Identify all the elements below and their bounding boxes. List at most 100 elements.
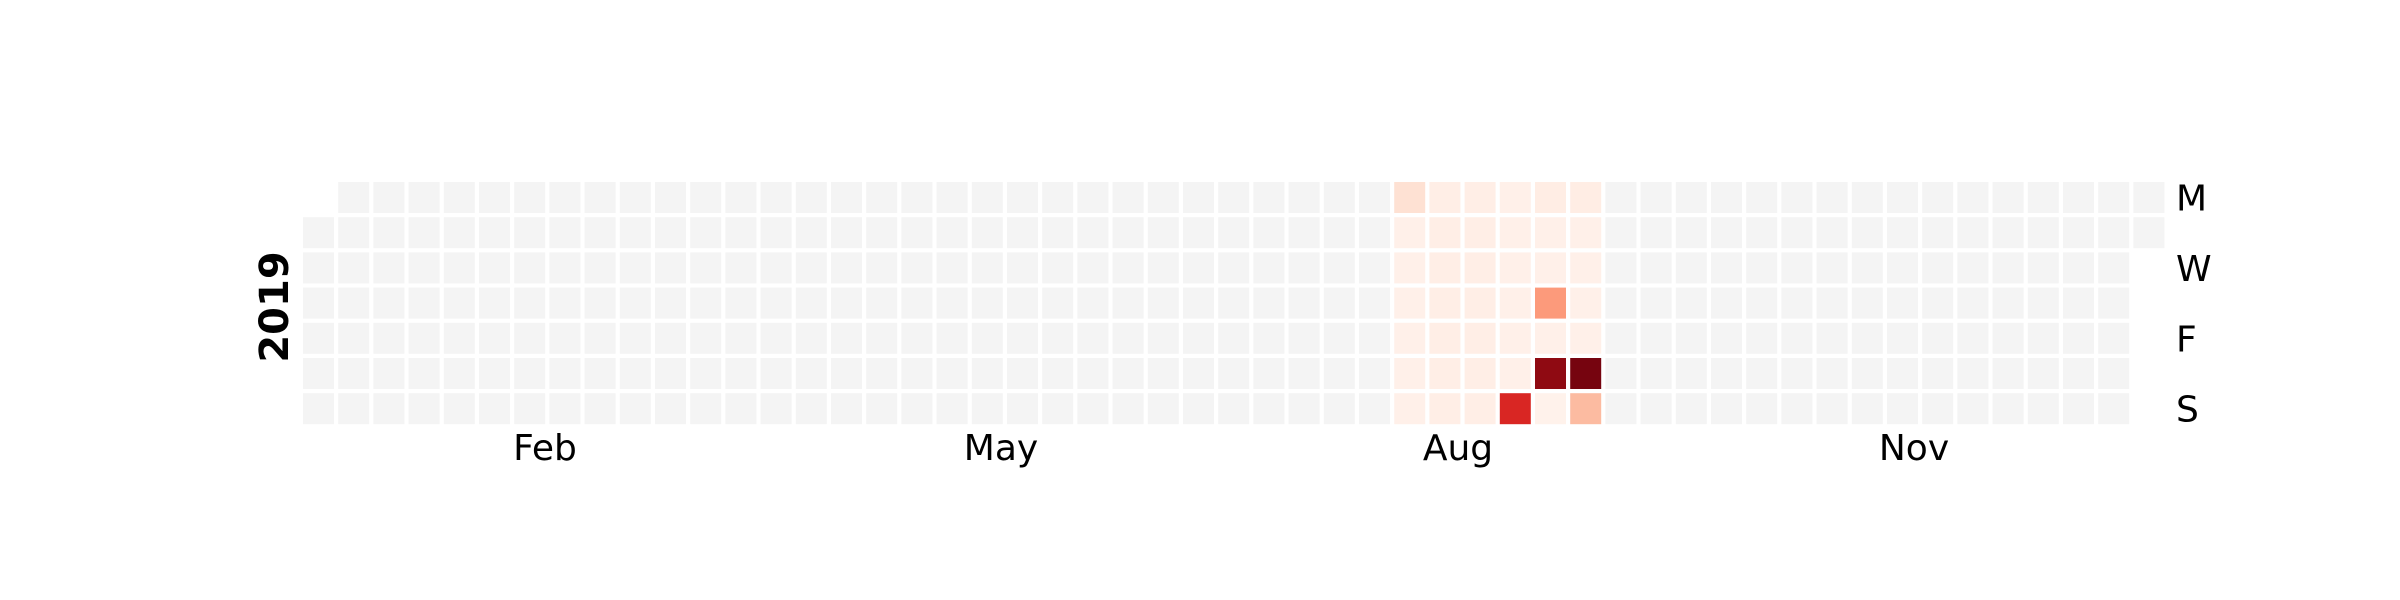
heatmap-cell xyxy=(1711,322,1742,354)
heatmap-cell xyxy=(1042,252,1074,284)
heatmap-cell xyxy=(1816,252,1848,284)
heatmap-cell xyxy=(549,287,581,319)
heatmap-cell xyxy=(725,217,757,249)
heatmap-cell xyxy=(1922,182,1954,213)
heatmap-cell-active xyxy=(1499,358,1531,389)
heatmap-cell xyxy=(1323,322,1355,354)
heatmap-cell xyxy=(725,322,757,354)
heatmap-cell xyxy=(1746,287,1778,319)
heatmap-cell xyxy=(1711,217,1742,249)
heatmap-cell xyxy=(1359,252,1390,284)
heatmap-cell xyxy=(2027,182,2059,213)
heatmap-cell xyxy=(1218,252,1250,284)
heatmap-cell xyxy=(514,322,546,354)
heatmap-cell xyxy=(1253,358,1285,389)
heatmap-cell xyxy=(1147,322,1179,354)
heatmap-cell xyxy=(866,322,898,354)
heatmap-cell xyxy=(1253,217,1285,249)
heatmap-cell-active xyxy=(1570,182,1602,213)
month-label: Feb xyxy=(513,428,577,469)
heatmap-cell xyxy=(1323,393,1355,425)
heatmap-cell xyxy=(1922,393,1954,425)
heatmap-cell xyxy=(479,287,510,319)
heatmap-cell-active xyxy=(1535,393,1566,425)
heatmap-cell xyxy=(549,217,581,249)
heatmap-cell-active xyxy=(1570,252,1602,284)
heatmap-cell xyxy=(1042,322,1074,354)
heatmap-cell xyxy=(1147,182,1179,213)
heatmap-cell xyxy=(338,182,370,213)
heatmap-cell xyxy=(1323,182,1355,213)
heatmap-cell xyxy=(1605,252,1637,284)
heatmap-cell xyxy=(408,252,440,284)
heatmap-cell xyxy=(619,393,651,425)
heatmap-cell xyxy=(373,358,405,389)
heatmap-cell xyxy=(1288,393,1320,425)
heatmap-cell xyxy=(1183,322,1214,354)
heatmap-cell xyxy=(1957,287,1989,319)
heatmap-cell xyxy=(584,182,616,213)
heatmap-cell xyxy=(1887,287,1918,319)
heatmap-cell xyxy=(1007,182,1038,213)
heatmap-cell xyxy=(373,182,405,213)
heatmap-cell xyxy=(725,358,757,389)
heatmap-cell xyxy=(1640,252,1672,284)
heatmap-cell-active xyxy=(1464,358,1496,389)
heatmap-cell xyxy=(443,322,475,354)
heatmap-cell xyxy=(971,322,1003,354)
heatmap-cell xyxy=(479,182,510,213)
heatmap-cell xyxy=(1288,358,1320,389)
heatmap-cell xyxy=(936,182,968,213)
heatmap-cell xyxy=(549,358,581,389)
heatmap-cell xyxy=(514,393,546,425)
heatmap-cell xyxy=(1042,182,1074,213)
heatmap-cell xyxy=(1675,287,1707,319)
heatmap-cell xyxy=(1112,217,1144,249)
heatmap-cell xyxy=(901,287,933,319)
heatmap-cell xyxy=(373,287,405,319)
heatmap-cell-active xyxy=(1499,287,1531,319)
heatmap-cell xyxy=(1640,393,1672,425)
heatmap-cell xyxy=(2063,252,2094,284)
heatmap-cell xyxy=(2133,217,2165,249)
heatmap-cell xyxy=(549,393,581,425)
heatmap-cell xyxy=(1077,287,1109,319)
heatmap-cell xyxy=(408,217,440,249)
heatmap-cell xyxy=(303,322,334,354)
heatmap-cell xyxy=(690,393,722,425)
heatmap-cell xyxy=(1781,217,1813,249)
heatmap-cell xyxy=(1957,322,1989,354)
heatmap-cell xyxy=(1957,358,1989,389)
heatmap-cell xyxy=(408,358,440,389)
heatmap-cell xyxy=(373,322,405,354)
heatmap-cell xyxy=(1781,252,1813,284)
heatmap-cell xyxy=(1042,217,1074,249)
heatmap-cell xyxy=(1711,287,1742,319)
heatmap-cell xyxy=(831,252,862,284)
heatmap-cell xyxy=(866,358,898,389)
heatmap-cell xyxy=(866,252,898,284)
heatmap-cell xyxy=(1605,393,1637,425)
heatmap-cell xyxy=(2063,182,2094,213)
heatmap-cell xyxy=(1711,393,1742,425)
heatmap-cell xyxy=(584,393,616,425)
heatmap-cell xyxy=(1112,358,1144,389)
heatmap-cell xyxy=(1183,358,1214,389)
heatmap-cell xyxy=(1922,287,1954,319)
heatmap-cell xyxy=(2027,393,2059,425)
heatmap-cell xyxy=(303,217,334,249)
month-labels: Feb May Aug Nov xyxy=(513,428,1949,469)
heatmap-cell-active xyxy=(1464,217,1496,249)
heatmap-cell xyxy=(760,182,792,213)
heatmap-cell xyxy=(1640,287,1672,319)
heatmap-cell xyxy=(1887,252,1918,284)
heatmap-cell xyxy=(831,287,862,319)
heatmap-cell xyxy=(1359,393,1390,425)
heatmap-cell xyxy=(1781,393,1813,425)
heatmap-cell xyxy=(1007,393,1038,425)
heatmap-cell xyxy=(901,322,933,354)
heatmap-cell xyxy=(514,358,546,389)
heatmap-cell xyxy=(936,393,968,425)
year-label: 2019 xyxy=(252,251,298,362)
heatmap-cell xyxy=(619,358,651,389)
